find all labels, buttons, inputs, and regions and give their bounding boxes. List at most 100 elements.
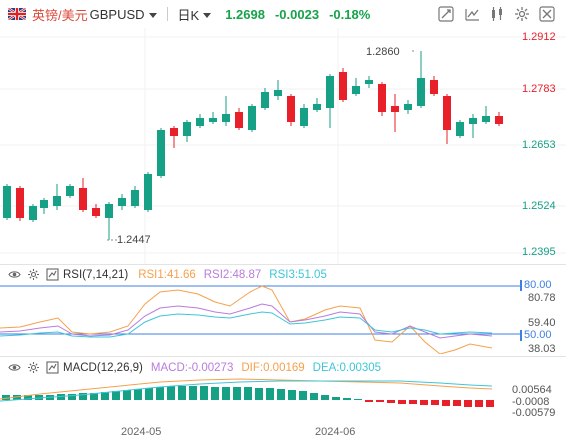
macd-bar [167, 386, 175, 400]
low-price-label: 1.2447 [117, 234, 151, 246]
time-axis-label: 2024-06 [315, 426, 356, 438]
grid-lines [0, 28, 566, 264]
dif-value: DIF:0.00169 [241, 361, 305, 374]
chevron-down-icon[interactable] [148, 12, 157, 18]
macd-bar [68, 394, 76, 400]
candle-body [326, 76, 334, 108]
candle-body [235, 112, 243, 128]
symbol-code[interactable]: GBPUSD [89, 6, 145, 22]
drawing-tools-icon[interactable] [438, 6, 454, 22]
rsi-title: RSI(7,14,21) [63, 268, 129, 281]
macd-bar [321, 395, 329, 400]
settings-icon[interactable] [514, 6, 530, 22]
settings-icon[interactable] [27, 268, 40, 281]
candle-body [144, 174, 152, 210]
macd-axis-label: -0.00579 [512, 407, 556, 419]
macd-chart[interactable] [0, 374, 566, 420]
rsi3-value: RSI3:51.05 [269, 268, 327, 281]
rsi-axis-label: 80.00 [520, 280, 566, 291]
chart-box-icon [46, 361, 59, 374]
macd-value: MACD:-0.00273 [150, 361, 234, 374]
macd-bar [486, 400, 494, 407]
macd-bar [244, 387, 252, 400]
candle-body [196, 118, 204, 126]
candle-body [3, 186, 11, 218]
price-axis-label: 1.2395 [522, 246, 556, 258]
uk-flag-icon [8, 8, 26, 20]
macd-bar [464, 400, 472, 407]
candle-body [339, 72, 347, 100]
timeframe-selector[interactable]: 日K [177, 7, 200, 23]
macd-bar [453, 400, 461, 406]
candle-body [495, 116, 503, 124]
fullscreen-icon[interactable] [539, 6, 555, 22]
settings-icon[interactable] [27, 361, 40, 374]
macd-bar [343, 398, 351, 400]
rsi-axis-label: 38.03 [528, 343, 556, 355]
candle-body [53, 196, 61, 206]
chart-type-icon[interactable] [464, 6, 480, 22]
macd-axis-label: 0.00564 [512, 384, 552, 396]
candle-body [378, 84, 386, 112]
candle-body [29, 206, 37, 220]
macd-bar [255, 388, 263, 400]
macd-histogram [2, 386, 494, 407]
macd-bar [101, 392, 109, 400]
price-axis-label: 1.2524 [522, 200, 556, 212]
candle-body [443, 96, 451, 130]
candle-body [92, 208, 100, 216]
macd-bar [288, 390, 296, 400]
macd-axis-label: -0.0008 [512, 396, 550, 408]
candle-body [430, 80, 438, 94]
macd-bar [90, 393, 98, 400]
indicators-icon[interactable] [489, 6, 505, 22]
macd-header: MACD(12,26,9) MACD:-0.00273 DIF:0.00169 … [8, 361, 381, 374]
macd-bar [277, 389, 285, 400]
rsi2-value: RSI2:48.87 [203, 268, 262, 281]
macd-bar [112, 391, 120, 400]
candle-body [16, 188, 24, 218]
candle-body [456, 122, 464, 136]
macd-bar [266, 388, 274, 400]
candle-body [469, 118, 477, 124]
macd-bar [442, 400, 450, 406]
macd-bar [431, 400, 439, 405]
macd-bar [387, 400, 395, 403]
chart-box-icon [46, 268, 59, 281]
macd-bar [156, 387, 164, 400]
macd-bar [365, 400, 373, 402]
candle-body [170, 128, 178, 136]
candle-body [300, 108, 308, 126]
chevron-down-icon[interactable] [203, 12, 212, 18]
macd-bar [475, 400, 483, 407]
candle-body [261, 92, 269, 108]
eye-icon[interactable] [8, 361, 21, 374]
chart-header: 英镑/美元 GBPUSD 日K 1.2698 -0.0023 -0.18% [0, 0, 566, 28]
macd-bar [134, 389, 142, 400]
macd-bar [222, 387, 230, 400]
price-axis-label: 1.2783 [522, 83, 556, 95]
macd-bar [376, 400, 384, 402]
candlestick-chart[interactable] [0, 28, 566, 264]
price-axis-label: 1.2653 [522, 139, 556, 151]
macd-bar [35, 395, 43, 400]
candle-body [404, 104, 412, 110]
candle-body [66, 186, 74, 196]
candle-body [105, 204, 113, 218]
candle-body [391, 106, 399, 112]
price-change-pct: -0.18% [329, 6, 371, 22]
macd-bar [145, 388, 153, 400]
candle-body [40, 200, 48, 208]
candle-body [79, 188, 87, 210]
macd-bar [310, 393, 318, 400]
divider [166, 7, 168, 21]
macd-bar [420, 400, 428, 405]
macd-title: MACD(12,26,9) [63, 361, 143, 374]
macd-bar [211, 387, 219, 400]
price-axis-label: 1.2912 [522, 31, 556, 43]
eye-icon[interactable] [8, 268, 21, 281]
rsi-chart[interactable] [0, 282, 566, 354]
symbol-name[interactable]: 英镑/美元 [32, 7, 88, 23]
rsi1-value: RSI1:41.66 [138, 268, 196, 281]
candle-body [248, 106, 256, 130]
